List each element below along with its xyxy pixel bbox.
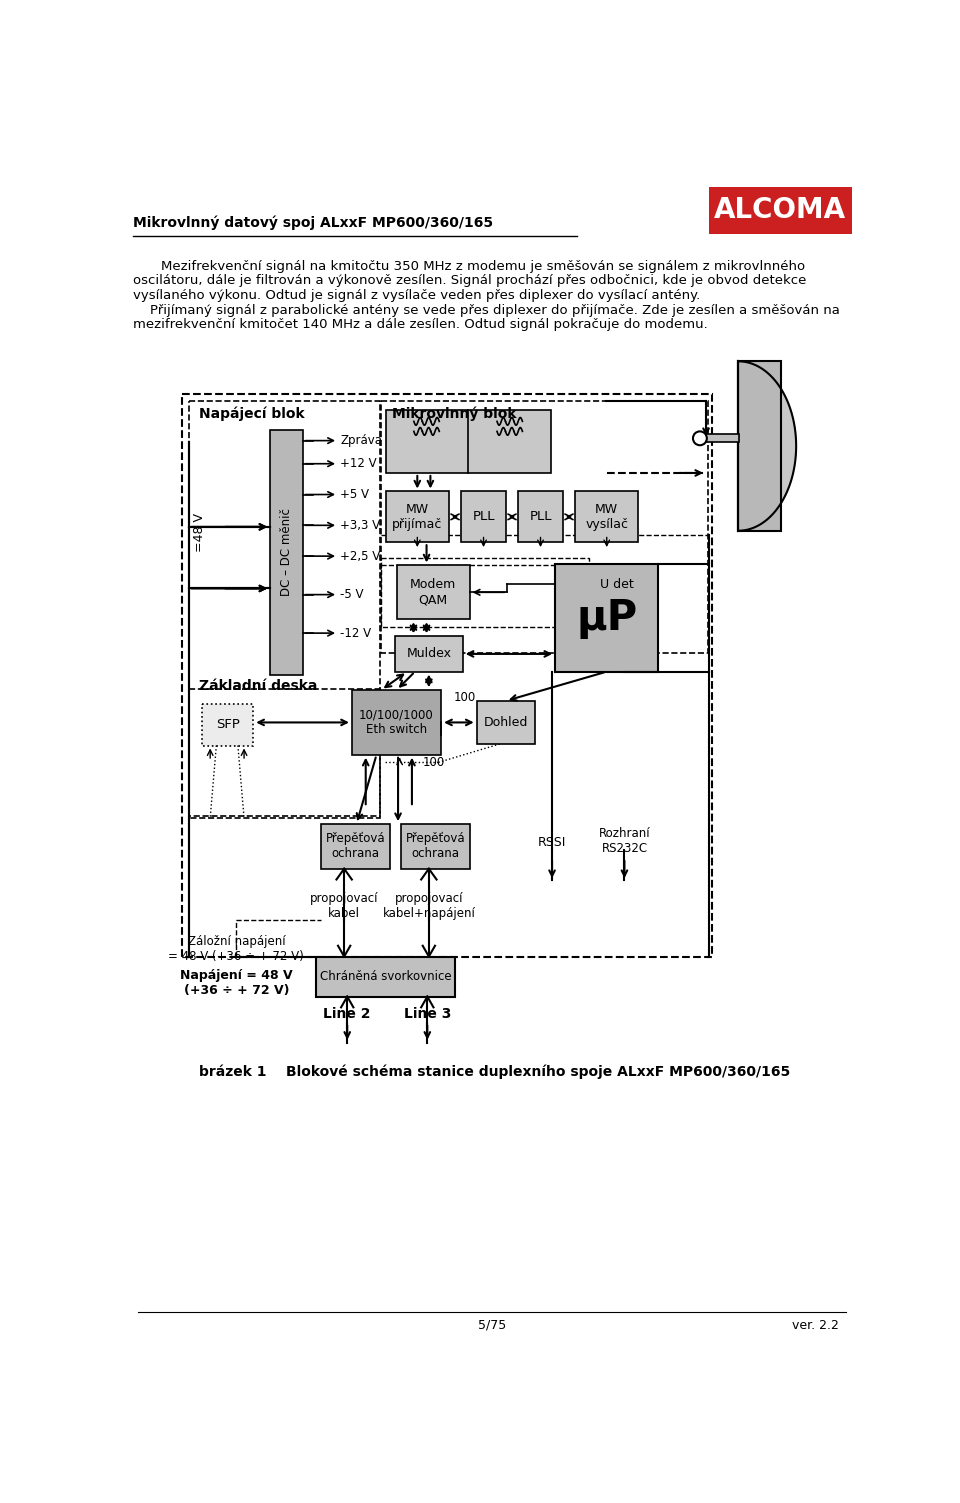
Bar xyxy=(386,491,449,543)
Text: Dohled: Dohled xyxy=(484,715,528,729)
Text: PLL: PLL xyxy=(529,511,552,523)
Text: brázek 1    Blokové schéma stanice duplexního spoje ALxxF MP600/360/165: brázek 1 Blokové schéma stanice duplexní… xyxy=(200,1064,791,1079)
Text: DC – DC měnič: DC – DC měnič xyxy=(280,508,293,597)
Text: 100: 100 xyxy=(453,691,476,705)
Text: Napájení = 48 V
(+36 ÷ + 72 V): Napájení = 48 V (+36 ÷ + 72 V) xyxy=(180,969,293,996)
Bar xyxy=(395,636,463,672)
Bar xyxy=(381,401,708,654)
Text: Přijímaný signál z parabolické antény se vede přes diplexer do přijímače. Zde je: Přijímaný signál z parabolické antény se… xyxy=(133,304,840,317)
Text: propojovací
kabel: propojovací kabel xyxy=(310,891,378,920)
Text: RSSI: RSSI xyxy=(538,836,566,849)
Text: PLL: PLL xyxy=(472,511,494,523)
Bar xyxy=(705,434,739,442)
Text: Mikrovlnný datový spoj ALxxF MP600/360/165: Mikrovlnný datový spoj ALxxF MP600/360/1… xyxy=(133,215,493,230)
Bar xyxy=(518,491,563,543)
Text: SFP: SFP xyxy=(216,718,240,732)
Text: Napájecí blok: Napájecí blok xyxy=(200,407,305,421)
Text: Line 3: Line 3 xyxy=(403,1007,451,1021)
Bar xyxy=(555,564,659,672)
Bar xyxy=(461,491,506,543)
Bar xyxy=(352,690,442,755)
Bar xyxy=(381,558,589,627)
Polygon shape xyxy=(738,361,796,531)
Text: Chráněná svorkovnice: Chráněná svorkovnice xyxy=(320,969,451,983)
Text: MW
vysílač: MW vysílač xyxy=(586,504,628,531)
Text: +5 V: +5 V xyxy=(340,488,370,500)
Text: ALCOMA: ALCOMA xyxy=(714,197,846,224)
Text: 100: 100 xyxy=(422,756,444,770)
Bar xyxy=(182,394,712,956)
Bar xyxy=(396,565,469,619)
Text: Přepěťová
ochrana: Přepěťová ochrana xyxy=(406,833,466,861)
Text: Muldex: Muldex xyxy=(406,648,451,660)
Text: Rozhraní
RS232C: Rozhraní RS232C xyxy=(599,827,650,855)
Bar xyxy=(401,824,470,869)
Text: MW
přijímač: MW přijímač xyxy=(392,504,443,531)
Text: Přepěťová
ochrana: Přepěťová ochrana xyxy=(325,833,386,861)
Bar xyxy=(188,401,379,816)
Text: vysílaného výkonu. Odtud je signál z vysílače veden přes diplexer do vysílací an: vysílaného výkonu. Odtud je signál z vys… xyxy=(133,289,701,302)
Bar xyxy=(476,700,535,744)
Bar xyxy=(203,703,253,745)
Bar xyxy=(575,491,638,543)
Text: 10/100/1000
Eth switch: 10/100/1000 Eth switch xyxy=(359,708,434,736)
Text: Mikrovlnný blok: Mikrovlnný blok xyxy=(392,407,516,421)
Text: Zpráva: Zpráva xyxy=(340,434,382,446)
Text: Záložní napájení
= 48 V (+36 ÷ + 72 V): Záložní napájení = 48 V (+36 ÷ + 72 V) xyxy=(169,935,304,963)
Text: μP: μP xyxy=(576,597,637,639)
Bar xyxy=(321,824,391,869)
Text: propojovací
kabel+napájení: propojovací kabel+napájení xyxy=(382,891,475,920)
Text: =48 V: =48 V xyxy=(193,513,205,552)
Text: oscilátoru, dále je filtrován a výkonově zesílen. Signál prochází přes odbočnici: oscilátoru, dále je filtrován a výkonově… xyxy=(133,275,806,287)
Bar xyxy=(738,361,780,531)
Bar xyxy=(317,956,455,996)
Bar xyxy=(188,688,379,818)
Text: U det: U det xyxy=(600,579,634,591)
Circle shape xyxy=(693,431,707,445)
Text: 5/75: 5/75 xyxy=(478,1318,506,1332)
Text: Základní deska: Základní deska xyxy=(200,679,318,693)
Bar xyxy=(271,430,302,675)
Bar xyxy=(386,410,551,473)
Text: Modem
QAM: Modem QAM xyxy=(410,579,456,606)
Text: -12 V: -12 V xyxy=(340,627,372,640)
Text: +2,5 V: +2,5 V xyxy=(340,550,380,562)
Text: Mezifrekvenční signál na kmitočtu 350 MHz z modemu je směšován se signálem z mik: Mezifrekvenční signál na kmitočtu 350 MH… xyxy=(161,260,805,272)
Text: mezifrekvenční kmitočet 140 MHz a dále zesílen. Odtud signál pokračuje do modemu: mezifrekvenční kmitočet 140 MHz a dále z… xyxy=(133,319,708,331)
Text: +12 V: +12 V xyxy=(340,457,377,470)
Text: ver. 2.2: ver. 2.2 xyxy=(792,1318,839,1332)
Text: +3,3 V: +3,3 V xyxy=(340,519,380,532)
Text: Line 2: Line 2 xyxy=(324,1007,371,1021)
Text: -5 V: -5 V xyxy=(340,588,364,601)
Bar xyxy=(709,186,852,234)
